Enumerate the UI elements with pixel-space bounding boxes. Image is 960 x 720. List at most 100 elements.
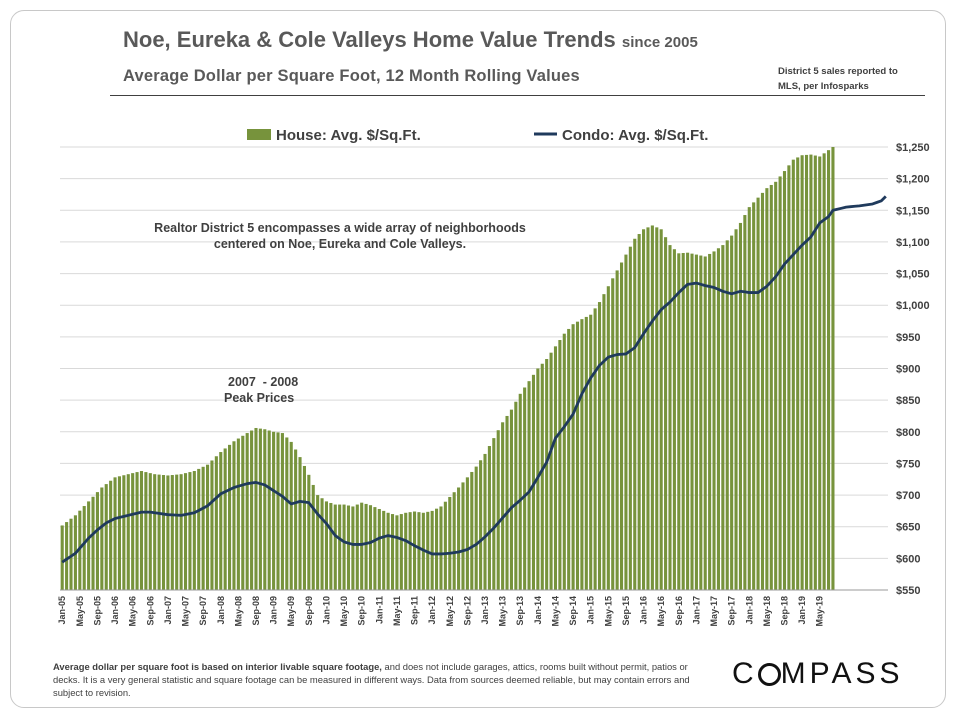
x-tick-label: Jan-06: [110, 596, 120, 625]
house-bar: [157, 474, 161, 590]
house-bar: [575, 321, 580, 590]
house-bar: [826, 150, 831, 590]
house-bar: [241, 435, 245, 590]
house-bar: [540, 363, 544, 590]
house-bar: [809, 154, 813, 590]
house-bar: [505, 415, 509, 590]
source-note-line1: District 5 sales reported to: [778, 66, 898, 77]
house-bar: [294, 449, 298, 590]
house-bar: [818, 156, 822, 591]
house-bar: [571, 324, 575, 590]
x-tick-label: May-06: [128, 596, 138, 627]
logo-o-ring: [757, 663, 781, 686]
y-tick-label: $550: [896, 585, 920, 597]
house-bar: [285, 437, 289, 590]
house-bar: [628, 246, 632, 590]
house-bar: [263, 429, 267, 590]
house-bar: [567, 328, 571, 590]
house-bar: [646, 227, 650, 590]
peak-annotation-line1: 2007 - 2008: [228, 375, 299, 389]
house-bar: [113, 477, 117, 590]
house-bar: [404, 512, 408, 590]
source-note: District 5 sales reported to MLS, per In…: [778, 64, 928, 94]
house-bar: [316, 495, 320, 590]
house-bar: [465, 477, 469, 590]
x-tick-label: Sep-16: [674, 596, 684, 626]
house-bar: [831, 147, 835, 590]
house-bar: [395, 515, 399, 590]
house-bar: [492, 438, 496, 590]
house-bar: [584, 316, 588, 590]
house-bar: [650, 225, 654, 590]
district-annotation-line2: centered on Noe, Eureka and Cole Valleys…: [213, 237, 467, 251]
house-bar: [144, 472, 148, 590]
house-bar: [355, 504, 359, 590]
x-tick-label: May-18: [762, 596, 772, 627]
house-bar: [170, 475, 174, 590]
y-tick-label: $850: [896, 395, 920, 407]
x-tick-label: Sep-11: [410, 596, 420, 625]
y-axis-labels: $550 $600 $650 $700 $750 $800 $850 $900 $950 $1,0…: [896, 142, 930, 597]
house-bar: [545, 359, 549, 590]
footnote: Average dollar per square foot is based …: [53, 660, 701, 699]
house-bar: [91, 496, 95, 590]
legend-house-label: House: Avg. $/Sq.Ft.: [276, 127, 421, 144]
y-tick-label: $1,000: [896, 300, 930, 312]
house-bar: [443, 501, 447, 590]
house-bar: [65, 522, 69, 590]
house-bar: [738, 222, 743, 590]
house-bar: [435, 508, 439, 590]
y-tick-label: $600: [896, 553, 920, 565]
house-bar: [796, 157, 800, 590]
house-bar: [580, 319, 584, 590]
y-tick-label: $1,250: [896, 142, 930, 154]
house-bar: [452, 492, 456, 590]
x-tick-label: May-08: [233, 596, 243, 627]
house-bar: [615, 270, 619, 590]
x-tick-label: May-16: [656, 596, 666, 627]
house-bar: [228, 444, 232, 590]
house-bar: [390, 514, 395, 590]
house-bar: [448, 496, 452, 590]
house-bar: [60, 525, 64, 590]
house-bar: [232, 441, 236, 590]
house-bar: [782, 171, 787, 591]
house-bar: [126, 474, 130, 590]
house-bar: [624, 254, 628, 590]
house-bar: [765, 188, 769, 590]
house-bar: [553, 346, 558, 590]
house-bar: [280, 433, 284, 590]
house-bar: [778, 176, 782, 590]
house-bar: [360, 502, 364, 590]
house-bar: [342, 504, 346, 590]
house-bar: [642, 229, 646, 590]
house-bar: [708, 253, 712, 590]
x-tick-label: Jan-12: [427, 596, 437, 625]
x-tick-label: Sep-09: [304, 596, 314, 626]
house-bar: [787, 165, 791, 590]
house-bar: [483, 453, 487, 590]
x-tick-label: May-12: [445, 596, 455, 627]
house-bar: [800, 155, 804, 591]
house-bar: [514, 401, 518, 590]
x-tick-label: Sep-10: [357, 596, 367, 626]
x-tick-label: Sep-18: [780, 596, 790, 626]
x-tick-label: Sep-12: [462, 596, 472, 626]
x-tick-label: Jan-09: [269, 596, 279, 625]
x-tick-label: May-15: [603, 596, 613, 627]
house-bar: [386, 512, 390, 590]
y-tick-label: $1,200: [896, 174, 930, 186]
legend: House: Avg. $/Sq.Ft. Condo: Avg. $/Sq.Ft…: [247, 127, 708, 144]
house-bar: [236, 438, 240, 590]
house-bar: [597, 302, 602, 590]
house-bar: [743, 215, 747, 590]
x-tick-label: Jan-08: [216, 596, 226, 625]
house-bar: [457, 487, 461, 590]
condo-line: [61, 195, 887, 564]
house-bar: [509, 409, 513, 590]
house-bar: [430, 510, 434, 590]
house-bar: [487, 446, 491, 590]
house-bar: [474, 466, 478, 590]
house-bar: [611, 278, 615, 590]
house-bar: [254, 427, 258, 590]
